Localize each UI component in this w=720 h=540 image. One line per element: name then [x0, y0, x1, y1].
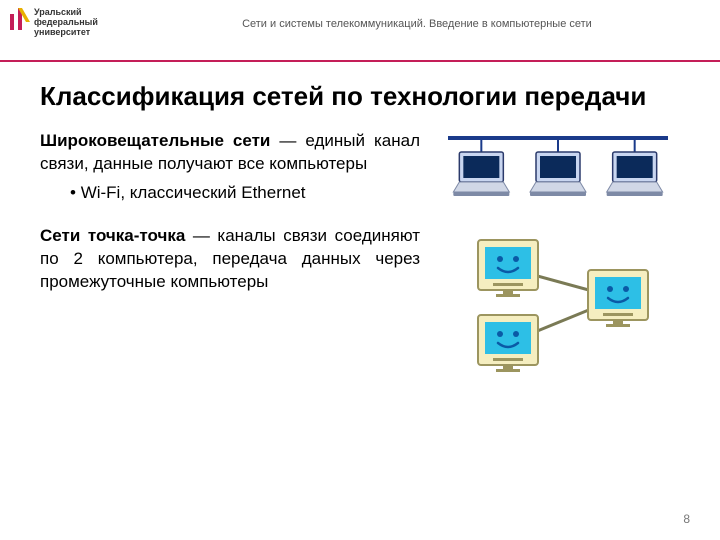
- course-title: Сети и системы телекоммуникаций. Введени…: [98, 8, 696, 30]
- broadcast-diagram: [436, 130, 680, 200]
- broadcast-section: Широковещательные сети — единый канал св…: [40, 130, 680, 205]
- bus-network-icon: [443, 130, 673, 200]
- p2p-section: Сети точка-точка — каналы связи соединяю…: [40, 225, 680, 375]
- p2p-diagram: [436, 225, 680, 375]
- university-logo: Уральский федеральный университет: [10, 8, 98, 38]
- header-rule: [0, 60, 720, 62]
- broadcast-bullet: Wi-Fi, классический Ethernet: [40, 182, 420, 205]
- slide-content: Классификация сетей по технологии переда…: [40, 82, 680, 395]
- p2p-term: Сети точка-точка: [40, 226, 185, 245]
- p2p-network-icon: [448, 225, 668, 375]
- broadcast-text: Широковещательные сети — единый канал св…: [40, 130, 420, 205]
- university-name: Уральский федеральный университет: [34, 8, 98, 38]
- broadcast-term: Широковещательные сети: [40, 131, 270, 150]
- uni-line3: университет: [34, 28, 98, 38]
- p2p-text: Сети точка-точка — каналы связи соединяю…: [40, 225, 420, 294]
- slide-header: Уральский федеральный университет Сети и…: [0, 0, 720, 48]
- logo-mark-icon: [10, 8, 30, 36]
- slide-title: Классификация сетей по технологии переда…: [40, 82, 680, 112]
- page-number: 8: [683, 512, 690, 526]
